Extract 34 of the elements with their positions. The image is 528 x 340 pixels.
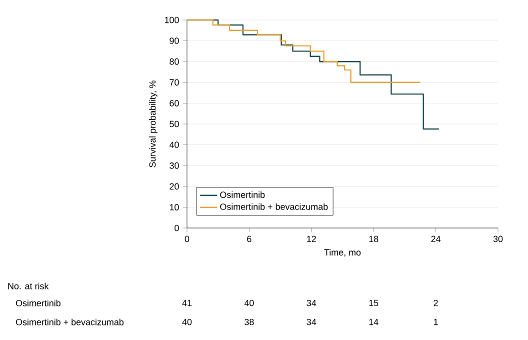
y-tick-label: 40 xyxy=(169,142,179,148)
text: No. at risk xyxy=(8,282,49,290)
y-tick-label: 80 xyxy=(170,58,179,65)
text: 34 xyxy=(306,300,316,306)
legend-label: Osimertinib xyxy=(220,191,265,198)
x-tick-label: 24 xyxy=(431,236,441,242)
y-tick-label: 70 xyxy=(170,79,179,86)
y-tick-label: 50 xyxy=(170,120,179,128)
x-axis-title: Time, mo xyxy=(324,248,361,257)
y-tick-label: 20 xyxy=(170,183,179,190)
text: 34 xyxy=(306,318,316,326)
x-tick-label: 18 xyxy=(369,236,378,242)
text: 1 xyxy=(434,318,438,326)
x-tick-label: 0 xyxy=(184,236,190,242)
x-tick-label: 6 xyxy=(247,236,252,242)
text: 40 xyxy=(244,300,254,306)
y-axis-title: Survival probability, % xyxy=(149,80,158,168)
text: 14 xyxy=(369,318,378,326)
text: 2 xyxy=(434,300,438,306)
y-tick-label: 90 xyxy=(170,38,179,44)
text: Osimertinib xyxy=(16,300,60,306)
text: 38 xyxy=(244,318,254,326)
x-tick-label: 12 xyxy=(307,236,316,242)
text: 41 xyxy=(182,300,192,306)
y-tick-label: 0 xyxy=(174,224,179,232)
y-tick-label: 100 xyxy=(164,16,179,24)
x-tick-label: 30 xyxy=(493,236,503,242)
text: 15 xyxy=(369,300,378,306)
y-tick-label: 30 xyxy=(170,162,179,169)
text: 40 xyxy=(182,318,192,326)
y-tick-label: 60 xyxy=(170,100,179,106)
text: Osimertinib + bevacizumab xyxy=(16,318,124,326)
legend-label: Osimertinib + bevacizumab xyxy=(220,203,328,210)
y-tick-label: 10 xyxy=(170,204,179,210)
